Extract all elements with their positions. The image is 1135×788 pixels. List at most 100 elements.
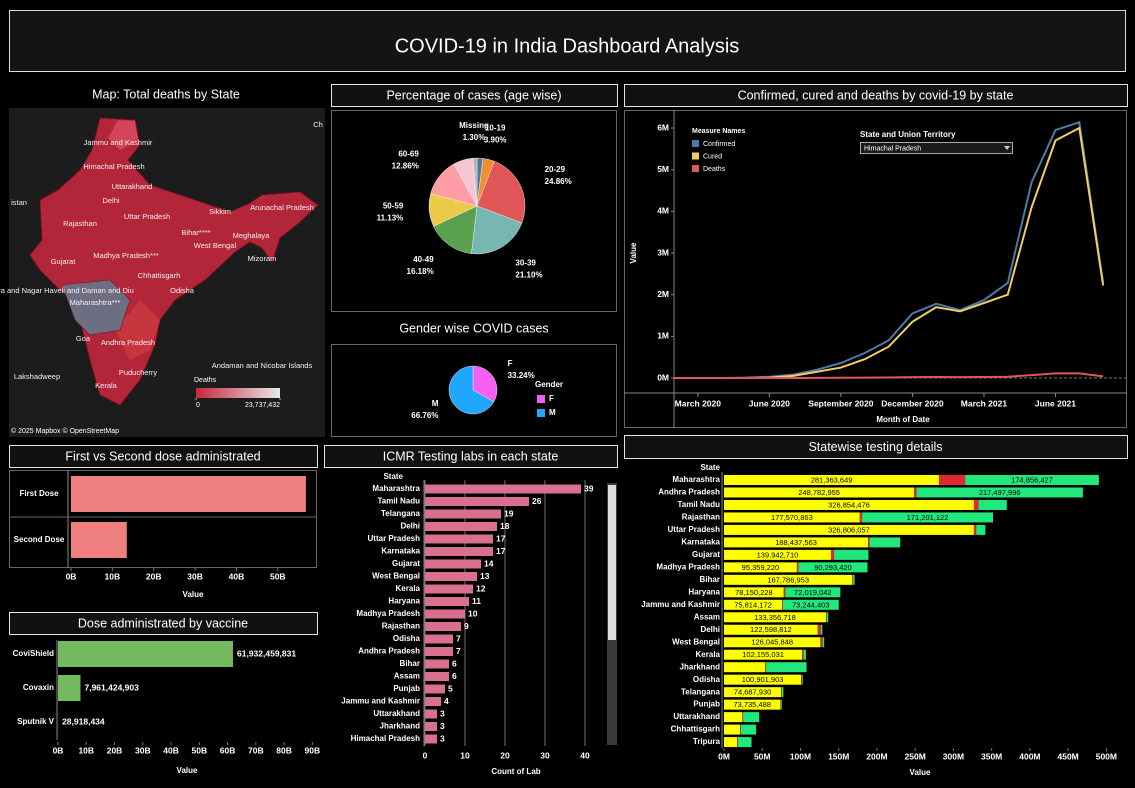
bar-segment [724,724,741,735]
map-label: Kerala [95,381,118,390]
category-label: Uttar Pradesh [668,525,721,534]
map-label: ra and Nagar Haveli and Daman and Diu [0,286,134,295]
bar-segment [965,475,1099,485]
x-tick-label: 50M [754,751,771,761]
x-axis-label: Value [183,590,204,599]
bar-segment [724,662,766,673]
map-label: Uttar Pradesh [124,212,170,221]
panel [9,470,317,568]
bar-segment [796,562,799,573]
map-label: Himachal Pradesh [83,162,144,171]
bar-segment [724,637,821,648]
value-label: 3 [440,733,445,743]
legend-tick-label: 23,737,432 [245,402,280,409]
title-box [624,435,1128,459]
x-tick-label: 200M [866,751,887,761]
x-axis-label: Count of Lab [491,767,540,776]
map-label: Puducherry [119,368,158,377]
segment-label: 72,019,042 [794,588,832,597]
segment-label: 326,806,057 [828,525,870,534]
chart-title: Percentage of cases (age wise) [386,88,561,102]
segment-label: 133,356,718 [754,613,796,622]
bar-segment [798,562,868,573]
title-box [624,84,1128,107]
x-tick-label: 0M [718,751,730,761]
bar [58,675,81,701]
filter-dropdown[interactable] [860,142,1013,154]
filter-value[interactable]: Himachal Pradesh [864,145,921,152]
bar [425,534,493,544]
bar [425,484,581,494]
value-label: 3 [440,708,445,718]
category-label: Haryana [688,587,720,596]
slice-label: Missing [459,121,489,130]
value-label: 10 [468,608,478,618]
category-label: Gujarat [692,550,720,559]
bar [425,709,437,719]
dashboard-title: COVID-19 in India Dashboard Analysis [395,35,740,57]
header-box [9,10,1126,72]
slice-label: F [508,359,513,368]
bar-segment [724,499,974,510]
category-label: Rajasthan [382,622,420,631]
legend-label: M [549,408,556,417]
value-label: 39 [584,483,594,493]
category-label: Karnataka [381,547,420,556]
legend-title: Measure Names [692,128,745,135]
region [115,300,160,360]
map-label: Uttarakhand [112,182,153,191]
bar-segment [724,737,737,748]
segment-label: 188,437,563 [775,538,817,547]
bar-segment [820,624,823,635]
x-tick-label: 10B [105,571,121,581]
category-label: Madhya Pradesh [356,609,420,618]
x-tick-label: 350M [981,751,1002,761]
slice-label: 50-59 [383,202,404,211]
x-tick-label: 250M [905,751,926,761]
bar-segment [740,724,757,735]
bar [425,597,469,606]
map-label: Odisha [170,286,195,295]
legend-label: Cured [703,153,722,160]
x-tick-label: 0 [423,750,428,760]
map-label: Chhattisgarh [138,271,181,280]
bar-segment [822,637,825,648]
segment-label: 74,687,930 [734,688,772,697]
bar-segment [801,674,803,685]
bar-segment [817,624,821,635]
x-tick-label: 70B [248,745,264,755]
x-tick-label: 40 [580,750,590,760]
dropdown-arrow[interactable] [1004,146,1010,150]
category-label: Himachal Pradesh [351,734,420,743]
x-tick-label: 0B [53,745,64,755]
bar-segment [740,724,741,735]
segment-label: 75,814,172 [734,600,772,609]
x-tick-label: December 2020 [881,398,944,408]
category-label: Delhi [400,522,420,531]
category-label: Punjab [693,700,720,709]
map-label: Madhya Pradesh*** [93,251,159,260]
title-box [9,445,318,468]
y-tick-label: 3M [657,247,669,257]
value-label: 26 [532,496,542,506]
color-legend [196,388,280,398]
segment-label: 139,942,710 [757,550,799,559]
segment-label: 326,854,476 [828,500,870,509]
category-label: Tamil Nadu [677,500,720,509]
y-tick-label: 6M [657,122,669,132]
x-tick-label: 40B [229,571,245,581]
category-label: Second Dose [14,535,65,544]
bar [71,476,306,512]
category-label: Maharashtra [672,475,720,484]
category-label: Assam [394,672,420,681]
bar-segment [868,537,870,548]
scrollbar-thumb[interactable] [608,485,616,640]
x-tick-label: 0B [66,571,77,581]
slice-label: 30-39 [515,258,536,267]
bar-segment [724,587,784,598]
panel [624,110,1127,428]
x-tick-label: 80B [276,745,292,755]
x-axis-label: Value [910,768,931,777]
segment-label: 73,244,403 [792,600,830,609]
